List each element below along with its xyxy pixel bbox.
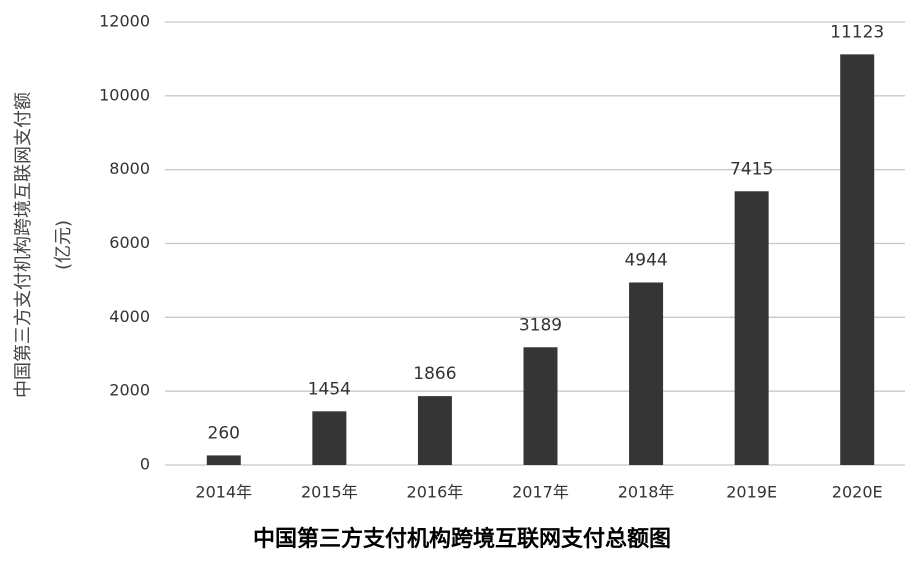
bar: [206, 455, 241, 465]
value-label: 7415: [730, 159, 773, 179]
x-tick-label: 2019E: [726, 483, 777, 502]
value-label: 1454: [308, 379, 351, 399]
bar: [417, 396, 452, 465]
bar: [312, 411, 347, 465]
y-tick-label: 4000: [109, 307, 150, 326]
y-tick-label: 10000: [99, 85, 150, 104]
y-axis-title: 中国第三方支付机构跨境互联网支付额: [13, 92, 34, 398]
bar: [734, 191, 769, 465]
bar: [629, 282, 664, 465]
y-tick-label: 12000: [99, 12, 150, 31]
bar: [523, 347, 558, 465]
value-label: 3189: [519, 315, 562, 335]
x-tick-label: 2015年: [301, 483, 358, 502]
value-label: 4944: [624, 250, 667, 270]
value-label: 11123: [830, 22, 884, 42]
x-tick-label: 2018年: [618, 483, 675, 502]
y-axis-unit: (亿元): [53, 220, 74, 270]
x-tick-label: 2014年: [195, 483, 252, 502]
y-tick-label: 8000: [109, 159, 150, 178]
y-tick-label: 2000: [109, 381, 150, 400]
x-tick-label: 2020E: [832, 483, 883, 502]
chart-title: 中国第三方支付机构跨境互联网支付总额图: [253, 526, 671, 552]
x-tick-label: 2016年: [407, 483, 464, 502]
y-tick-label: 0: [140, 455, 150, 474]
bar: [840, 54, 875, 465]
y-tick-label: 6000: [109, 233, 150, 252]
value-label: 260: [208, 423, 240, 443]
x-tick-label: 2017年: [512, 483, 569, 502]
value-label: 1866: [413, 364, 456, 384]
